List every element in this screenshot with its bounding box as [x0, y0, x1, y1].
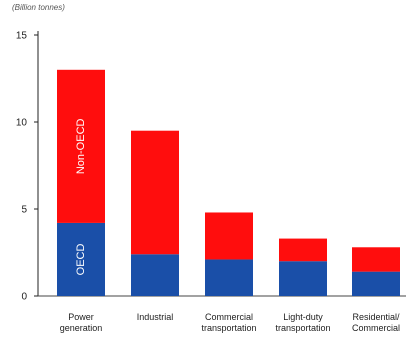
- bar-non-oecd-3: [279, 238, 327, 262]
- bar-oecd-1: [131, 254, 179, 296]
- bar-non-oecd-0: [57, 69, 105, 223]
- x-tick-label-1-line-0: Industrial: [137, 312, 174, 322]
- bar-non-oecd-1: [131, 130, 179, 255]
- bar-non-oecd-2: [205, 212, 253, 260]
- x-tick-label-4-line-1: Commercial: [352, 323, 400, 333]
- x-tick-label-0-line-1: generation: [60, 323, 103, 333]
- y-tick-label-5: 5: [21, 205, 27, 216]
- x-tick-label-2-line-0: Commercial: [205, 312, 253, 322]
- x-tick-label-0-line-0: Power: [68, 312, 94, 322]
- y-tick-label-10: 10: [16, 118, 28, 129]
- bar-oecd-4: [352, 271, 400, 296]
- unit-label: (Billion tonnes): [12, 3, 65, 12]
- x-tick-label-3-line-0: Light-duty: [283, 312, 323, 322]
- bar-oecd-3: [279, 261, 327, 296]
- bar-non-oecd-4: [352, 247, 400, 272]
- series-label-non-oecd: Non-OECD: [75, 118, 87, 174]
- y-tick-label-0: 0: [21, 292, 27, 303]
- series-label-oecd: OECD: [75, 244, 87, 276]
- x-tick-label-2-line-1: transportation: [201, 323, 256, 333]
- x-tick-label-3-line-1: transportation: [275, 323, 330, 333]
- y-tick-label-15: 15: [16, 31, 28, 42]
- bar-oecd-0: [57, 222, 105, 296]
- bar-oecd-2: [205, 259, 253, 296]
- x-tick-label-4-line-0: Residential/: [352, 312, 400, 322]
